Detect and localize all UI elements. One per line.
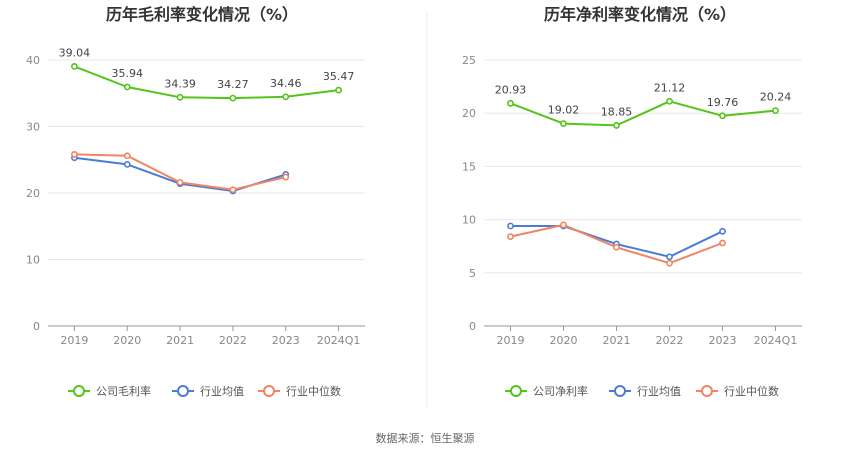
- industry-mean-series-point: [719, 227, 726, 235]
- company-series-line: [510, 100, 776, 127]
- company-series-point: [666, 97, 673, 105]
- company-series-line: [74, 65, 339, 100]
- data-label: 21.12: [654, 81, 686, 94]
- data-label: 19.76: [707, 96, 739, 109]
- industry-median-series-point: [560, 221, 567, 229]
- legend-item-industry-median-series[interactable]: 行业中位数: [696, 384, 779, 398]
- data-label: 19.02: [548, 104, 580, 117]
- chart-title: 历年毛利率变化情况（%）: [106, 5, 298, 24]
- company-series-point: [71, 62, 78, 70]
- x-tick-label: 2020: [550, 334, 578, 347]
- x-tick-label: 2024Q1: [317, 334, 361, 347]
- y-tick-label: 30: [26, 121, 40, 134]
- y-tick-label: 15: [462, 160, 476, 173]
- legend-marker: [510, 385, 522, 397]
- industry-median-series-point: [282, 173, 290, 181]
- legend-marker: [263, 385, 275, 397]
- data-label: 34.39: [164, 77, 196, 90]
- legend-label: 公司毛利率: [96, 384, 151, 398]
- industry-median-series-point: [71, 151, 78, 158]
- data-label: 20.24: [760, 91, 792, 104]
- industry-median-series-point: [719, 239, 726, 247]
- x-tick-label: 2022: [656, 334, 684, 347]
- legend-item-industry-mean-series[interactable]: 行业均值: [172, 385, 244, 398]
- legend-item-industry-median-series[interactable]: 行业中位数: [258, 384, 341, 398]
- company-series-point: [282, 93, 290, 101]
- company-series-point: [719, 112, 726, 120]
- gross-margin-chart: 历年毛利率变化情况（%） 0 10 20 30 40 2019 2020 2021 2022 202…: [26, 5, 365, 398]
- data-label: 18.85: [601, 105, 633, 118]
- x-tick-label: 2022: [219, 334, 247, 347]
- legend-item-company-series[interactable]: 公司毛利率: [68, 384, 151, 398]
- industry-median-series-point: [507, 233, 514, 241]
- legend-label: 行业中位数: [724, 384, 779, 398]
- legend-marker: [701, 385, 713, 397]
- industry-mean-series-point: [123, 161, 131, 168]
- y-tick-label: 10: [26, 254, 40, 267]
- legend-marker: [177, 385, 189, 397]
- legend-item-industry-mean-series[interactable]: 行业均值: [609, 385, 681, 398]
- data-label: 35.47: [323, 70, 355, 83]
- y-tick-label: 0: [469, 320, 476, 333]
- industry-mean-series-point: [507, 222, 514, 230]
- industry-mean-series-point: [666, 253, 673, 261]
- y-tick-label: 25: [462, 54, 476, 67]
- y-tick-label: 40: [26, 54, 40, 67]
- legend-item-company-series[interactable]: 公司净利率: [505, 384, 588, 398]
- industry-median-series-point: [666, 259, 673, 267]
- x-tick-label: 2021: [166, 334, 194, 347]
- data-label: 39.04: [59, 46, 91, 59]
- company-series-point: [560, 120, 567, 128]
- company-series-point: [176, 93, 184, 101]
- y-tick-label: 10: [462, 214, 476, 227]
- y-tick-label: 20: [26, 187, 40, 200]
- industry-median-series-point: [176, 178, 184, 186]
- x-tick-label: 2024Q1: [754, 334, 798, 347]
- legend-marker: [614, 385, 626, 397]
- x-tick-label: 2021: [603, 334, 631, 347]
- company-series-point: [613, 122, 620, 129]
- y-tick-label: 20: [462, 107, 476, 120]
- data-label: 34.27: [217, 78, 249, 91]
- legend-marker: [73, 385, 85, 397]
- legend-label: 行业中位数: [286, 384, 341, 398]
- data-label: 35.94: [112, 67, 144, 80]
- chart-title: 历年净利率变化情况（%）: [544, 5, 736, 24]
- company-series-point: [229, 94, 237, 102]
- legend-label: 行业均值: [200, 385, 244, 398]
- x-tick-label: 2023: [709, 334, 737, 347]
- y-tick-label: 0: [33, 320, 40, 333]
- x-tick-label: 2019: [497, 334, 525, 347]
- data-label: 20.93: [495, 83, 527, 96]
- source-note: 数据来源：恒生聚源: [376, 431, 475, 445]
- x-tick-label: 2020: [113, 334, 141, 347]
- legend-label: 行业均值: [637, 385, 681, 398]
- company-series-point: [772, 107, 779, 115]
- industry-median-series-point: [613, 243, 620, 251]
- x-tick-label: 2023: [272, 334, 300, 347]
- data-label: 34.46: [270, 77, 302, 90]
- company-series-point: [123, 83, 131, 91]
- net-margin-chart: 历年净利率变化情况（%） 0 5 10 15 20 25 2019 2020 2021 2022 20…: [462, 5, 802, 398]
- x-tick-label: 2019: [60, 334, 88, 347]
- legend-label: 公司净利率: [533, 384, 588, 398]
- industry-median-series-point: [229, 186, 237, 194]
- y-tick-label: 5: [469, 267, 476, 280]
- industry-median-series-point: [123, 152, 131, 160]
- company-series-point: [335, 86, 342, 94]
- company-series-point: [507, 99, 514, 107]
